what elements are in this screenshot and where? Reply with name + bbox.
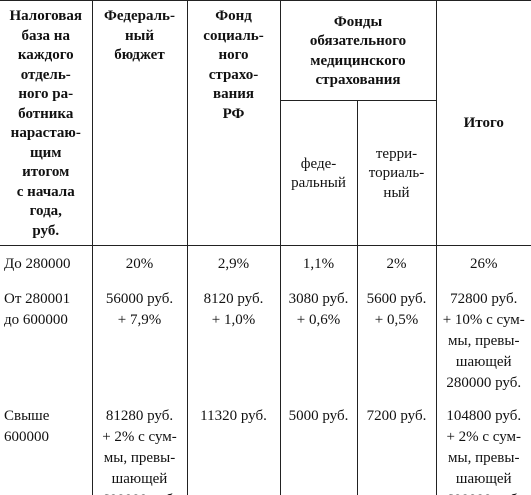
cell-line: 600000 руб.	[440, 490, 529, 495]
cell-line: щим	[29, 144, 62, 161]
cell-line: 8120 руб.	[203, 290, 264, 307]
table-cell: 56000 руб. + 7,9%	[91, 280, 188, 398]
cell-line: 20%	[125, 256, 154, 272]
cell-line: 5600 руб.	[366, 290, 427, 307]
cell-line: 11320 руб.	[200, 407, 267, 424]
table-cell: 81280 руб. + 2% с сум-мы, превы-шающей 600…	[91, 397, 188, 495]
cell-line: мы, превы-	[448, 332, 520, 349]
cell-line: Свыше	[4, 407, 50, 424]
cell-line: ральный	[291, 175, 346, 192]
cell-line: руб.	[32, 222, 60, 239]
header-cell: Фонд социаль-ного страхо-вания РФ	[186, 0, 281, 246]
table-cell: 2,9%	[186, 245, 281, 281]
table-cell: 2%	[356, 245, 437, 281]
cell-line: медицинского	[310, 52, 406, 69]
cell-line: шающей	[111, 470, 168, 487]
cell-line: до 600000	[4, 311, 68, 328]
subheader-cell: феде-ральный	[280, 100, 358, 246]
cell-line: бюджет	[114, 47, 165, 63]
table-cell: 1,1%	[279, 245, 358, 281]
table-cell: 5000 руб.	[279, 397, 358, 495]
cell-line: От 280001	[4, 290, 71, 307]
cell-line: 2%	[386, 256, 407, 272]
cell-line: страхо-	[208, 66, 259, 83]
cell-line: страхования	[315, 72, 401, 89]
cell-line: 7200 руб.	[366, 407, 427, 424]
cell-line: база на	[21, 27, 70, 44]
cell-line: итогом	[22, 164, 70, 180]
cell-line: нарастаю-	[10, 125, 81, 141]
cell-line: ного	[218, 47, 249, 63]
cell-line: года,	[29, 203, 62, 219]
cell-line: До 280000	[4, 256, 71, 272]
cell-line: 600000 руб.	[96, 490, 184, 495]
cell-line: обязательного	[309, 33, 407, 50]
cell-line: 72800 руб.	[450, 290, 518, 307]
cell-line: ного ра-	[18, 86, 74, 102]
cell-line: 3080 руб.	[288, 290, 349, 307]
cell-line: 2,9%	[217, 256, 250, 272]
cell-line: 600000	[4, 428, 49, 445]
cell-line: Фонды	[333, 13, 383, 30]
table-body: До 280000 20% 2,9% 1,1% 2% 26% От 280001 до 600…	[0, 245, 531, 495]
table-cell: 11320 руб.	[186, 397, 281, 495]
header-cell: Налоговая база на каждого отдель-ного ра-бо…	[0, 0, 93, 246]
table-cell: 104800 руб. + 2% с сум-мы, превы-шающей 60…	[435, 397, 531, 495]
cell-line: социаль-	[203, 27, 264, 44]
cell-line: шающей	[455, 470, 512, 487]
cell-line: + 2% с сум-	[102, 428, 177, 445]
table-cell: 26%	[435, 245, 531, 281]
cell-line: 104800 руб.	[446, 407, 522, 424]
cell-line: + 0,6%	[296, 311, 341, 328]
cell-line: мы, превы-	[103, 449, 176, 466]
cell-line: Фонд	[215, 8, 252, 24]
header-cell: Итого	[435, 0, 531, 246]
cell-line: ботника	[18, 105, 74, 122]
table-cell: 8120 руб. + 1,0%	[186, 280, 281, 398]
cell-line: феде-	[300, 155, 337, 172]
cell-line: Итого	[463, 115, 504, 132]
cell-line: с начала	[16, 183, 75, 200]
cell-line: + 7,9%	[117, 311, 162, 328]
table-cell: От 280001 до 600000	[0, 280, 93, 398]
table-row: До 280000 20% 2,9% 1,1% 2% 26%	[0, 245, 531, 281]
cell-line: ториаль-	[368, 165, 425, 182]
cell-line: терри-	[375, 145, 418, 162]
cell-line: каждого	[17, 47, 74, 63]
table-cell: 20%	[91, 245, 188, 281]
cell-line: мы, превы-	[448, 449, 520, 466]
cell-line: + 1,0%	[211, 311, 256, 328]
cell-line: 26%	[470, 256, 498, 272]
table-cell: 7200 руб.	[356, 397, 437, 495]
cell-line: + 0,5%	[374, 311, 419, 328]
cell-line: шающей	[455, 353, 512, 370]
cell-line: 280000 руб.	[446, 374, 522, 391]
subheader-cell: терри-ториаль-ный	[356, 100, 436, 246]
cell-line: 5000 руб.	[288, 407, 349, 424]
cell-line: Налоговая	[9, 8, 83, 24]
table-cell: Свыше 600000	[0, 397, 93, 495]
table-row: От 280001 до 600000 56000 руб. + 7,9% 8120 р…	[0, 280, 531, 398]
cell-line: 56000 руб.	[105, 290, 174, 307]
cell-line: отдель-	[20, 66, 71, 83]
cell-line: Федераль-	[104, 8, 175, 24]
cell-line: РФ	[222, 105, 245, 122]
cell-line: 81280 руб.	[105, 407, 174, 424]
cell-line: 1,1%	[302, 256, 335, 272]
table-cell: 3080 руб. + 0,6%	[279, 280, 358, 398]
header-group-cell: Фонды обязательного медицинского страховани…	[279, 0, 437, 102]
table-cell: 72800 руб. + 10% с сум-мы, превы-шающей 28…	[435, 280, 531, 398]
cell-line: + 2% с сум-	[446, 428, 522, 445]
table-cell: 5600 руб. + 0,5%	[356, 280, 437, 398]
table-row: Свыше 600000 81280 руб. + 2% с сум-мы, прев…	[0, 397, 531, 495]
cell-line: ный	[125, 27, 154, 44]
cell-line: вания	[212, 86, 254, 102]
cell-line: + 10% с сум-	[442, 311, 525, 328]
table-cell: До 280000	[0, 245, 93, 281]
header-cell: Федераль-ный бюджет	[91, 0, 188, 246]
cell-line: ный	[383, 184, 410, 201]
